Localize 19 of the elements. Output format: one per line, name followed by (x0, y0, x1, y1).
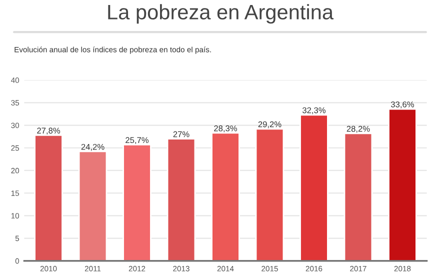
bar (122, 144, 152, 261)
bar (388, 108, 417, 261)
data-label: 28,2% (346, 126, 370, 133)
data-label: 28,3% (214, 125, 238, 132)
bar (166, 138, 196, 261)
bar (211, 132, 240, 261)
data-label: 24,2% (81, 144, 104, 151)
bar (300, 114, 328, 261)
bar (344, 132, 373, 261)
chart-title: La pobreza en Argentina (108, 4, 334, 24)
bar (255, 128, 284, 261)
bar (34, 134, 63, 261)
data-label: 27,8% (37, 128, 60, 135)
data-label: 32,3% (302, 107, 326, 114)
bar (78, 150, 108, 261)
data-label: 25,7% (126, 137, 149, 144)
data-label: 29,2% (258, 121, 282, 128)
data-label: 27% (173, 131, 190, 138)
data-label: 33,6% (390, 101, 414, 108)
